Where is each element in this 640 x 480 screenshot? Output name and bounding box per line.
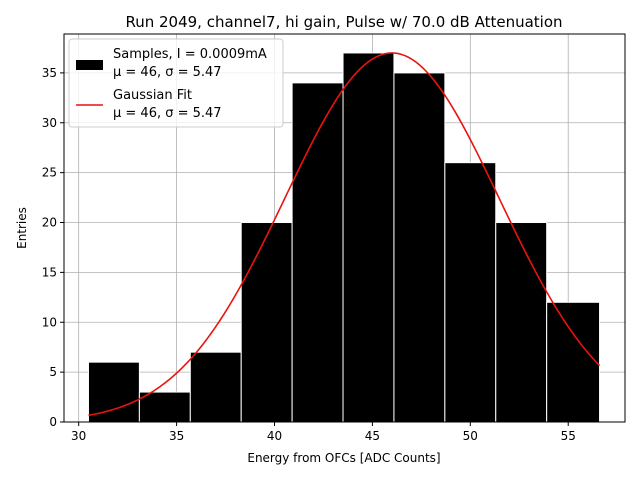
- y-axis-label: Entries: [15, 207, 29, 249]
- y-tick-label: 5: [49, 365, 57, 379]
- legend: Samples, I = 0.0009mA μ = 46, σ = 5.47 G…: [68, 38, 284, 128]
- y-tick-label: 35: [42, 66, 57, 80]
- x-tick-label: 35: [169, 429, 184, 443]
- x-tick-label: 45: [365, 429, 380, 443]
- legend-samples-swatch: [76, 60, 103, 70]
- histogram-bar: [393, 72, 446, 423]
- histogram-bar: [444, 162, 497, 423]
- legend-fit-label: Gaussian Fit: [113, 88, 192, 103]
- histogram-bar: [240, 222, 293, 423]
- y-tick-label: 30: [42, 116, 57, 130]
- histogram-bar: [189, 351, 242, 423]
- x-axis-label: Energy from OFCs [ADC Counts]: [247, 451, 440, 465]
- gaussian-fit-line: [88, 52, 601, 417]
- chart-title: Run 2049, channel7, hi gain, Pulse w/ 70…: [125, 13, 562, 31]
- y-tick-label: 15: [42, 265, 57, 279]
- histogram-bar: [138, 391, 191, 423]
- legend-fit-stats: μ = 46, σ = 5.47: [113, 106, 222, 121]
- y-tick-label: 0: [49, 415, 57, 429]
- histogram-bar: [546, 301, 601, 423]
- y-tick-label: 10: [42, 315, 57, 329]
- histogram-bar: [342, 52, 395, 423]
- legend-samples-label: Samples, I = 0.0009mA: [113, 47, 267, 62]
- x-tick-label: 50: [463, 429, 478, 443]
- y-tick-label: 25: [42, 166, 57, 180]
- legend-samples-stats: μ = 46, σ = 5.47: [113, 65, 222, 80]
- histogram-bar: [291, 82, 344, 423]
- axis-ticks: 30 35 40 45 50 55 0 5 10 15 20 25 30 35: [42, 66, 576, 443]
- histogram-bar: [87, 361, 140, 423]
- x-tick-label: 40: [267, 429, 282, 443]
- plot-frame: [63, 33, 626, 423]
- legend-box: [68, 38, 284, 128]
- histogram-bar: [495, 222, 548, 423]
- y-tick-label: 20: [42, 216, 57, 230]
- x-tick-label: 30: [71, 429, 86, 443]
- x-tick-label: 55: [561, 429, 576, 443]
- histogram-bars: [87, 52, 601, 423]
